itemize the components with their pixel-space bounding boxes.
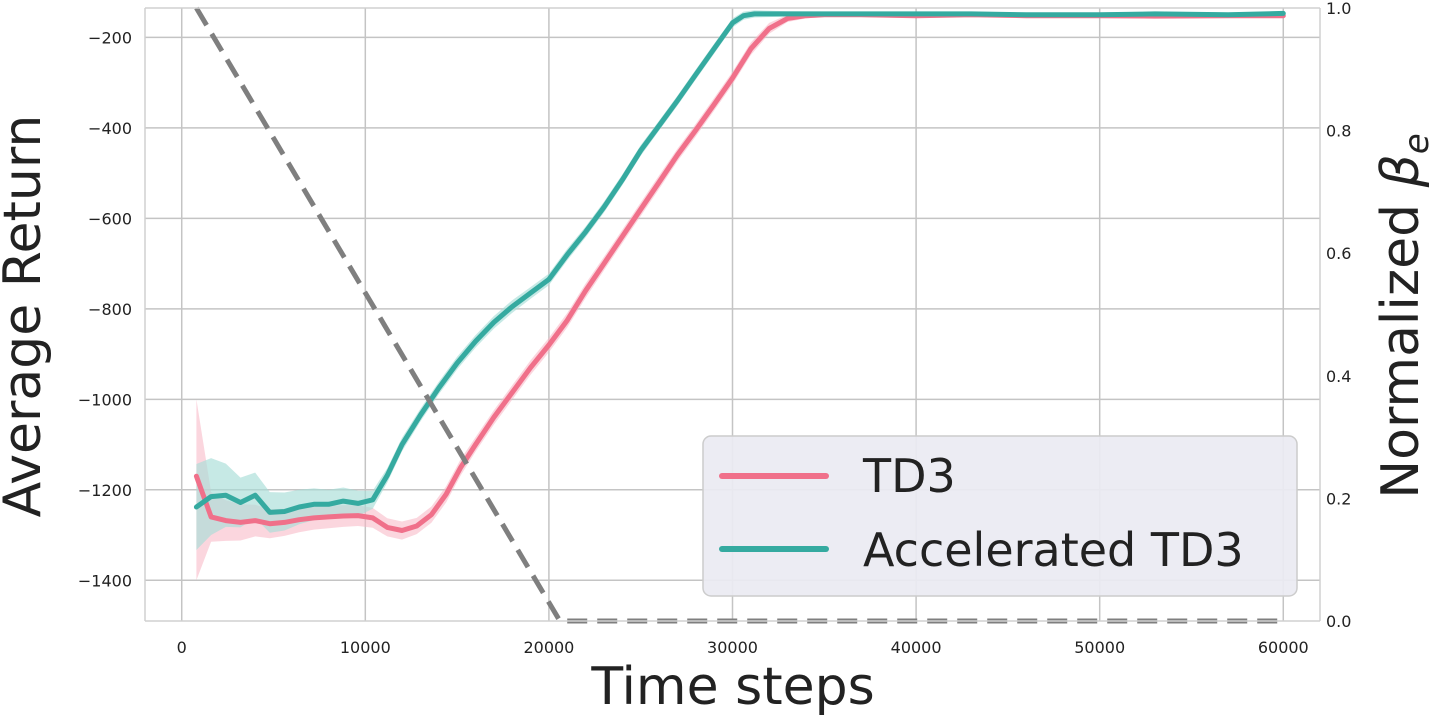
x-tick-label: 40000 <box>891 638 942 657</box>
y2-tick-label: 0.2 <box>1326 489 1351 508</box>
y-tick-label: −1000 <box>78 390 132 409</box>
y2-tick-label: 0.4 <box>1326 367 1351 386</box>
x-tick-label: 50000 <box>1074 638 1125 657</box>
y2-axis-title-subscript: e <box>1397 133 1437 154</box>
y-tick-label: −400 <box>88 119 132 138</box>
y2-tick-label: 1.0 <box>1326 0 1351 18</box>
y2-tick-label: 0.8 <box>1326 122 1351 141</box>
y-tick-label: −200 <box>88 28 132 47</box>
y2-axis-title-main: Normalized <box>1371 187 1431 498</box>
x-tick-label: 30000 <box>707 638 758 657</box>
confidence-band-accelerated-td3 <box>196 10 1284 551</box>
confidence-band-td3 <box>196 12 1284 581</box>
confidence-bands <box>196 10 1284 581</box>
x-axis-title: Time steps <box>590 657 874 717</box>
y-tick-label: −1200 <box>78 481 132 500</box>
x-tick-label: 20000 <box>523 638 574 657</box>
x-tick-label: 10000 <box>340 638 391 657</box>
series-lines <box>193 6 1286 624</box>
tick-labels: 0 10000 20000 30000 40000 50000 60000 −200 −400 −… <box>78 0 1352 657</box>
y2-axis-title: Normalized βe <box>1371 133 1437 499</box>
x-tick-label: 0 <box>177 638 187 657</box>
legend: TD3 Accelerated TD3 <box>702 435 1298 597</box>
y-axis-title: Average Return <box>0 115 53 518</box>
plot-frame <box>144 7 1321 622</box>
series-line-accelerated-td3 <box>193 10 1286 515</box>
legend-label-accelerated-td3: Accelerated TD3 <box>863 523 1244 577</box>
legend-label-td3: TD3 <box>862 449 956 503</box>
y-tick-label: −800 <box>88 300 132 319</box>
y-tick-label: −1400 <box>78 571 132 590</box>
x-tick-label: 60000 <box>1258 638 1309 657</box>
legend-box <box>702 435 1298 597</box>
y2-axis-title-symbol: β <box>1371 154 1431 188</box>
y2-tick-label: 0.0 <box>1326 612 1351 631</box>
y2-tick-label: 0.6 <box>1326 244 1351 263</box>
y-tick-label: −600 <box>88 209 132 228</box>
